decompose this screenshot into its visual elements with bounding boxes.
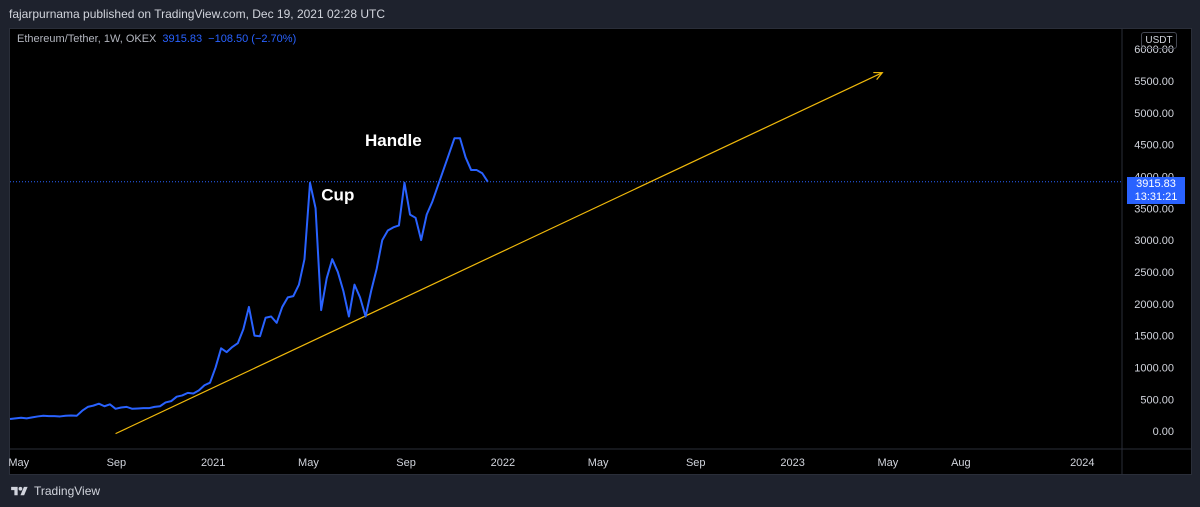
y-axis: 0.00 500.00 1000.00 1500.00 2000.00 2500.00 30… — [1121, 29, 1174, 475]
tradingview-logo-icon — [11, 486, 28, 495]
trendline[interactable] — [115, 72, 883, 435]
chart-legend: Ethereum/Tether, 1W, OKEX 3915.83 −108.5… — [17, 33, 296, 45]
x-tick-label: May — [588, 457, 609, 469]
price-series-line — [9, 137, 489, 420]
trendline-group[interactable] — [115, 71, 884, 435]
y-tick-label: 6000.00 — [1134, 44, 1174, 56]
currency-selector[interactable]: USDT — [1141, 32, 1177, 49]
y-tick-label: 0.00 — [1153, 426, 1174, 438]
x-tick-label: Sep — [396, 457, 416, 469]
y-tick-label: 2000.00 — [1134, 299, 1174, 311]
x-tick-label: Sep — [686, 457, 706, 469]
y-tick-label: 3000.00 — [1134, 235, 1174, 247]
x-axis: May Sep 2021 May Sep 2022 May Sep 2023 May Aug 2024 — [8, 448, 1191, 469]
y-tick-label: 1500.00 — [1134, 331, 1174, 343]
y-tick-label: 2500.00 — [1134, 267, 1174, 279]
badge-countdown: 13:31:21 — [1134, 190, 1178, 203]
symbol-label: Ethereum/Tether, 1W, OKEX — [17, 33, 157, 45]
y-tick-label: 4500.00 — [1134, 140, 1174, 152]
header-bar: fajarpurnama published on TradingView.co… — [0, 0, 1200, 28]
last-price-value: 3915.83 — [162, 33, 203, 45]
footer-bar — [0, 475, 1200, 507]
x-tick-label: Sep — [107, 457, 127, 469]
tradingview-logo-text: TradingView — [34, 484, 101, 498]
annotations: Handle Cup — [321, 131, 421, 205]
x-tick-label: May — [8, 457, 29, 469]
y-tick-label: 1000.00 — [1134, 362, 1174, 374]
chart-frame[interactable] — [9, 28, 1192, 475]
annotation-handle-label: Handle — [365, 131, 422, 150]
x-tick-label: Aug — [951, 457, 971, 469]
x-tick-label: May — [298, 457, 319, 469]
tradingview-logo[interactable]: TradingView — [10, 484, 100, 498]
y-tick-label: 5000.00 — [1134, 108, 1174, 120]
annotation-cup-label: Cup — [321, 186, 354, 205]
price-change-value: −108.50 (−2.70%) — [208, 33, 297, 45]
x-tick-label: 2024 — [1070, 457, 1094, 469]
x-tick-label: 2023 — [780, 457, 804, 469]
badge-price: 3915.83 — [1136, 178, 1176, 190]
y-tick-label: 5500.00 — [1134, 76, 1174, 88]
x-tick-label: May — [877, 457, 898, 469]
y-tick-label: 3500.00 — [1134, 203, 1174, 215]
trendline-arrowhead — [873, 71, 884, 81]
published-info: fajarpurnama published on TradingView.co… — [9, 7, 386, 21]
y-tick-label: 500.00 — [1140, 394, 1174, 406]
x-tick-label: 2022 — [491, 457, 515, 469]
x-tick-label: 2021 — [201, 457, 225, 469]
last-price-badge: 3915.83 13:31:21 — [1127, 177, 1185, 204]
